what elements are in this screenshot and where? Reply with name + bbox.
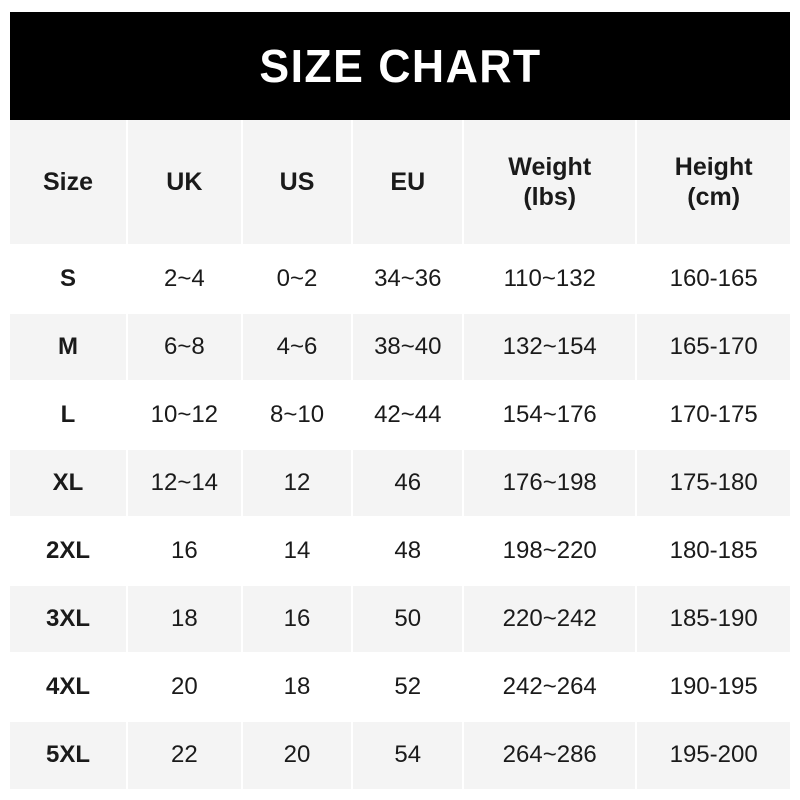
column-header-uk: UK [127, 120, 243, 246]
cell-height: 160-165 [636, 245, 790, 314]
title-banner: SIZE CHART [10, 12, 790, 120]
cell-eu: 34~36 [352, 245, 465, 314]
column-header-height-line2: (cm) [687, 183, 741, 211]
table-row: 4XL 20 18 52 242~264 190-195 [10, 653, 790, 722]
cell-weight: 220~242 [463, 585, 638, 654]
table-header: Size UK US EU Weight (lbs) Height (cm) [10, 120, 790, 246]
cell-weight: 154~176 [463, 381, 638, 450]
cell-height: 165-170 [636, 313, 790, 382]
cell-us: 18 [241, 653, 354, 722]
cell-uk: 10~12 [127, 381, 243, 450]
cell-eu: 38~40 [352, 313, 465, 382]
cell-height: 175-180 [636, 449, 790, 518]
table-body: S 2~4 0~2 34~36 110~132 160-165 M 6~8 4~… [10, 245, 790, 789]
table-row: XL 12~14 12 46 176~198 175-180 [10, 449, 790, 518]
cell-us: 20 [241, 721, 354, 789]
cell-uk: 2~4 [127, 245, 243, 314]
column-header-us-line1: US [279, 167, 315, 196]
cell-size: 3XL [10, 585, 128, 654]
table-row: S 2~4 0~2 34~36 110~132 160-165 [10, 245, 790, 314]
column-header-size-line1: Size [42, 167, 94, 196]
cell-height: 185-190 [636, 585, 790, 654]
cell-eu: 46 [352, 449, 465, 518]
cell-height: 190-195 [636, 653, 790, 722]
cell-weight: 264~286 [463, 721, 638, 789]
cell-eu: 48 [352, 517, 465, 586]
column-header-height: Height (cm) [636, 120, 790, 246]
table-row: L 10~12 8~10 42~44 154~176 170-175 [10, 381, 790, 450]
cell-us: 4~6 [241, 313, 354, 382]
cell-size: M [10, 313, 128, 382]
cell-height: 170-175 [636, 381, 790, 450]
cell-us: 8~10 [241, 381, 354, 450]
cell-weight: 110~132 [463, 245, 638, 314]
cell-us: 14 [241, 517, 354, 586]
cell-size: XL [10, 449, 128, 518]
cell-eu: 54 [352, 721, 465, 789]
cell-size: 4XL [10, 653, 128, 722]
column-header-height-line1: Height [674, 152, 753, 181]
cell-size: S [10, 245, 128, 314]
table-row: 2XL 16 14 48 198~220 180-185 [10, 517, 790, 586]
cell-uk: 16 [127, 517, 243, 586]
table-row: 5XL 22 20 54 264~286 195-200 [10, 721, 790, 789]
cell-weight: 242~264 [463, 653, 638, 722]
column-header-us: US [241, 120, 354, 246]
table-row: 3XL 18 16 50 220~242 185-190 [10, 585, 790, 654]
cell-us: 12 [241, 449, 354, 518]
column-header-weight-line2: (lbs) [523, 183, 577, 211]
page-title: SIZE CHART [258, 40, 542, 92]
column-header-uk-line1: UK [166, 167, 203, 196]
column-header-eu: EU [352, 120, 465, 246]
cell-eu: 42~44 [352, 381, 465, 450]
table-header-row: Size UK US EU Weight (lbs) Height (cm) [10, 120, 790, 246]
cell-weight: 176~198 [463, 449, 638, 518]
cell-uk: 20 [127, 653, 243, 722]
cell-size: 5XL [10, 721, 128, 789]
cell-uk: 6~8 [127, 313, 243, 382]
cell-us: 16 [241, 585, 354, 654]
cell-eu: 52 [352, 653, 465, 722]
column-header-weight: Weight (lbs) [463, 120, 638, 246]
column-header-eu-line1: EU [390, 167, 426, 196]
cell-uk: 12~14 [127, 449, 243, 518]
cell-size: L [10, 381, 128, 450]
cell-weight: 132~154 [463, 313, 638, 382]
column-header-weight-line1: Weight [508, 152, 592, 181]
cell-eu: 50 [352, 585, 465, 654]
cell-size: 2XL [10, 517, 128, 586]
cell-uk: 22 [127, 721, 243, 789]
table-row: M 6~8 4~6 38~40 132~154 165-170 [10, 313, 790, 382]
cell-uk: 18 [127, 585, 243, 654]
cell-height: 180-185 [636, 517, 790, 586]
cell-height: 195-200 [669, 741, 758, 769]
cell-us: 0~2 [241, 245, 354, 314]
cell-weight: 198~220 [463, 517, 638, 586]
column-header-size: Size [10, 120, 128, 246]
size-chart-table: Size UK US EU Weight (lbs) Height (cm) [10, 120, 790, 789]
